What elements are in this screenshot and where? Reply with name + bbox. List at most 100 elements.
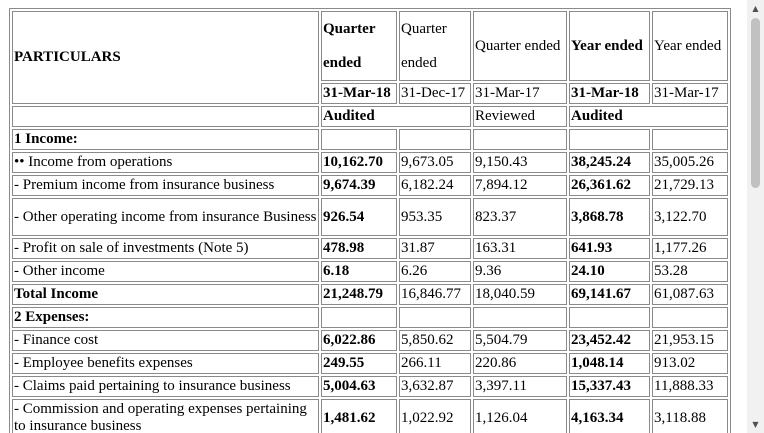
value-cell: 5,850.62 [399,330,471,351]
value-cell: 6.26 [399,261,471,282]
value-cell: 31.87 [399,238,471,259]
table-row: •• Income from operations 10,162.70 9,673.… [12,152,728,173]
value-cell: 3,122.70 [652,198,728,236]
value-cell: 38,245.24 [569,152,650,173]
value-cell: 16,846.77 [399,284,471,305]
value-cell: 26,361.62 [569,175,650,196]
row-label: Total Income [12,284,319,305]
table-row: - Other operating income from insurance … [12,198,728,236]
value-cell: 953.35 [399,198,471,236]
value-cell: 266.11 [399,353,471,374]
header-row-titles: PARTICULARS Quarter ended Quarter ended … [12,11,728,104]
value-cell: 24.10 [569,261,650,282]
value-cell: 61,087.63 [652,284,728,305]
value-cell: 6.18 [321,261,397,282]
value-cell [321,129,397,150]
row-label: 1 Income: [12,129,319,150]
table-row: 1 Income: [12,129,728,150]
value-cell [473,129,567,150]
table-row: - Claims paid pertaining to insurance bu… [12,376,728,397]
table-row: 2 Expenses: [12,307,728,328]
status-audited-quarter: Audited [321,106,471,127]
col-header-q-mar17: Quarter ended [473,11,567,81]
value-cell: 823.37 [473,198,567,236]
col-header-q-dec17: Quarter ended [399,11,471,81]
value-cell: 926.54 [321,198,397,236]
scroll-down-arrow-icon[interactable]: ▼ [752,420,759,429]
value-cell: 21,248.79 [321,284,397,305]
row-label: - Premium income from insurance business [12,175,319,196]
table-row: - Other income 6.18 6.26 9.36 24.10 53.28 [12,261,728,282]
col-header-q-dec17-line2: ended [401,55,437,71]
value-cell: 53.28 [652,261,728,282]
status-reviewed: Reviewed [473,106,567,127]
value-cell [652,129,728,150]
value-cell: 18,040.59 [473,284,567,305]
value-cell [321,307,397,328]
value-cell: 6,182.24 [399,175,471,196]
value-cell: 641.93 [569,238,650,259]
date-q-mar18: 31-Mar-18 [321,83,397,104]
value-cell: 5,004.63 [321,376,397,397]
table-row: - Premium income from insurance business… [12,175,728,196]
table-row: - Profit on sale of investments (Note 5)… [12,238,728,259]
value-cell: 6,022.86 [321,330,397,351]
value-cell: 478.98 [321,238,397,259]
header-row-dates: 31-Mar-18 31-Dec-17 31-Mar-17 31-Mar-18 … [12,83,728,104]
value-cell: 249.55 [321,353,397,374]
value-cell: 11,888.33 [652,376,728,397]
value-cell: 1,481.62 [321,399,397,433]
row-label: - Commission and operating expenses pert… [12,399,319,433]
value-cell [652,307,728,328]
row-label: - Employee benefits expenses [12,353,319,374]
status-audited-year: Audited [569,106,728,127]
value-cell: 1,177.26 [652,238,728,259]
financial-results-table: PARTICULARS Quarter ended Quarter ended … [9,8,731,433]
table-row: - Finance cost 6,022.86 5,850.62 5,504.79 23… [12,330,728,351]
row-label: •• Income from operations [12,152,319,173]
row-label: - Other income [12,261,319,282]
value-cell: 220.86 [473,353,567,374]
vertical-scrollbar[interactable]: ▲ ▼ [747,0,764,433]
value-cell [569,307,650,328]
scroll-up-arrow-icon[interactable]: ▲ [752,4,759,13]
value-cell: 23,452.42 [569,330,650,351]
value-cell: 21,953.15 [652,330,728,351]
value-cell: 9,150.43 [473,152,567,173]
value-cell: 4,163.34 [569,399,650,433]
header-row-status: Audited Reviewed Audited [12,106,728,127]
col-header-q-mar18-line1: Quarter [323,21,376,37]
value-cell: 21,729.13 [652,175,728,196]
value-cell: 10,162.70 [321,152,397,173]
col-header-y-mar18: Year ended [569,11,650,81]
table-row: - Commission and operating expenses pert… [12,399,728,433]
document-viewport: PARTICULARS Quarter ended Quarter ended … [9,8,731,433]
col-header-q-mar18-line2: ended [323,55,362,71]
value-cell: 1,022.92 [399,399,471,433]
value-cell: 3,632.87 [399,376,471,397]
row-label: - Finance cost [12,330,319,351]
value-cell: 1,126.04 [473,399,567,433]
col-header-q-mar18: Quarter ended [321,11,397,81]
value-cell: 15,337.43 [569,376,650,397]
value-cell: 9,673.05 [399,152,471,173]
particulars-header: PARTICULARS [12,11,319,104]
scrollbar-thumb[interactable] [751,18,760,188]
value-cell: 3,118.88 [652,399,728,433]
value-cell: 163.31 [473,238,567,259]
value-cell [399,307,471,328]
date-q-dec17: 31-Dec-17 [399,83,471,104]
date-y-mar17: 31-Mar-17 [652,83,728,104]
date-y-mar18: 31-Mar-18 [569,83,650,104]
row-label: - Claims paid pertaining to insurance bu… [12,376,319,397]
value-cell: 3,397.11 [473,376,567,397]
value-cell: 9.36 [473,261,567,282]
value-cell: 913.02 [652,353,728,374]
value-cell [473,307,567,328]
col-header-y-mar17: Year ended [652,11,728,81]
value-cell: 69,141.67 [569,284,650,305]
value-cell: 9,674.39 [321,175,397,196]
row-label: - Profit on sale of investments (Note 5) [12,238,319,259]
row-label: - Other operating income from insurance … [12,198,319,236]
value-cell: 1,048.14 [569,353,650,374]
